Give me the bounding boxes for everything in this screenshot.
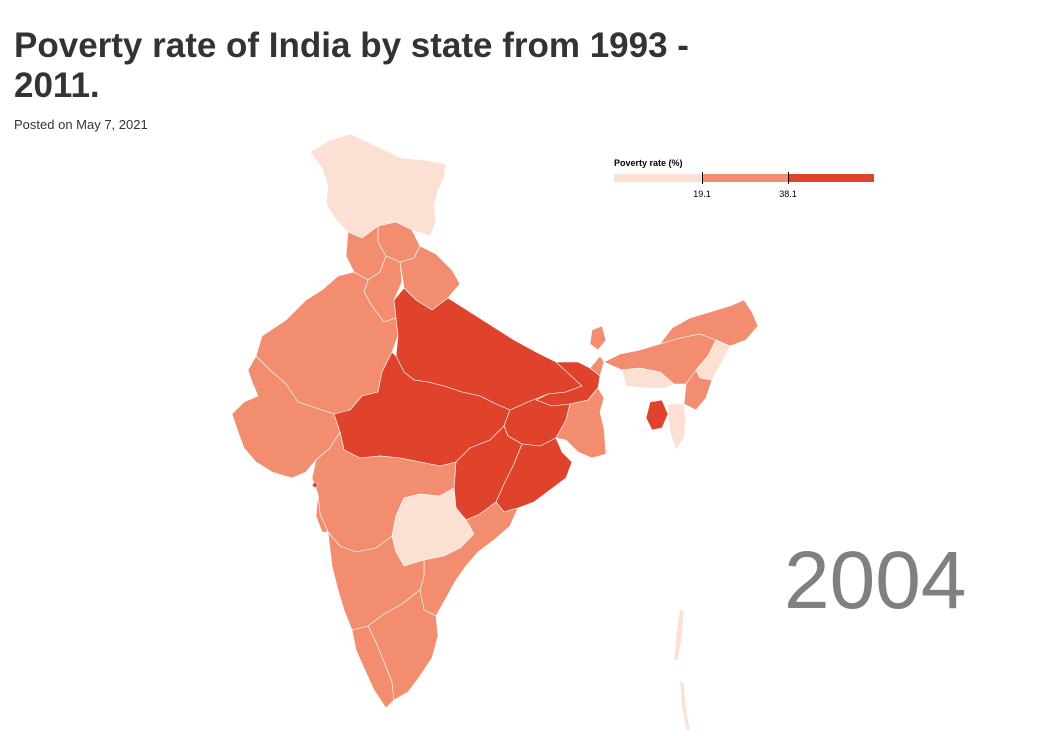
page-title: Poverty rate of India by state from 1993… (14, 26, 689, 105)
region-karnataka[interactable] (327, 531, 425, 631)
legend-tick-2 (788, 172, 789, 184)
legend-title: Poverty rate (%) (614, 158, 683, 168)
region-sikkim[interactable] (589, 325, 607, 351)
region-jammu-kashmir[interactable] (309, 133, 447, 239)
region-andhra-coastal[interactable] (419, 501, 519, 617)
legend-swatch-low (614, 174, 702, 182)
legend-swatch-mid (702, 174, 788, 182)
legend-color-bar (614, 174, 874, 182)
region-tripura[interactable] (645, 399, 669, 431)
region-daman-diu[interactable] (311, 481, 319, 489)
posted-date: Posted on May 7, 2021 (14, 117, 148, 132)
region-mizoram[interactable] (667, 403, 687, 451)
legend-tick-label-2: 38.1 (779, 189, 797, 199)
legend: Poverty rate (%) 19.1 38.1 (614, 158, 876, 206)
legend-tick-1 (702, 172, 703, 184)
legend-swatch-high (788, 174, 874, 182)
region-gujarat[interactable] (231, 355, 341, 479)
year-label: 2004 (784, 535, 967, 626)
region-meghalaya[interactable] (621, 367, 675, 389)
region-odisha[interactable] (495, 437, 573, 513)
region-arunachal-pradesh[interactable] (659, 299, 759, 347)
region-manipur[interactable] (683, 369, 713, 411)
region-andaman-nicobar[interactable] (673, 607, 691, 731)
region-tamil-nadu[interactable] (367, 589, 439, 701)
legend-tick-label-1: 19.1 (693, 189, 711, 199)
region-goa[interactable] (315, 493, 329, 533)
